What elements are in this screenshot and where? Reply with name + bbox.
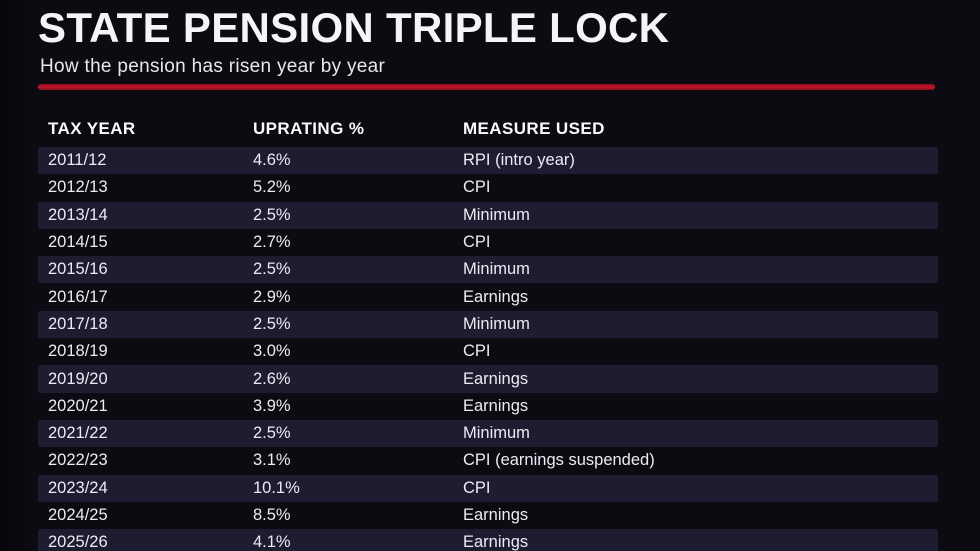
tax-year-cell: 2021/22 xyxy=(48,424,108,443)
red-divider-line xyxy=(38,84,935,90)
tax-year-cell: 2024/25 xyxy=(48,506,108,524)
table-row: 2011/12 4.6% RPI (intro year) xyxy=(38,147,938,175)
table-row: 2019/20 2.6% Earnings xyxy=(38,365,938,393)
uprating-cell: 2.5% xyxy=(253,424,291,443)
measure-cell: Minimum xyxy=(463,424,530,443)
tax-year-cell: 2018/19 xyxy=(48,342,108,361)
tax-year-cell: 2014/15 xyxy=(48,233,108,252)
measure-cell: CPI xyxy=(463,178,491,197)
uprating-cell: 2.5% xyxy=(253,205,291,224)
table-row: 2014/15 2.7% CPI xyxy=(38,229,938,256)
measure-cell: CPI xyxy=(463,478,491,497)
tax-year-cell: 2023/24 xyxy=(48,478,108,497)
table-header-row: TAX YEAR UPRATING % MEASURE USED xyxy=(38,111,938,147)
tax-year-cell: 2013/14 xyxy=(48,205,108,224)
tax-year-cell: 2012/13 xyxy=(48,178,108,197)
table-row: 2018/19 3.0% CPI xyxy=(38,338,938,365)
table-row: 2025/26 4.1% Earnings xyxy=(38,529,938,551)
uprating-cell: 4.1% xyxy=(253,533,291,551)
table-row: 2024/25 8.5% Earnings xyxy=(38,502,938,529)
uprating-cell: 4.6% xyxy=(253,151,291,170)
table-row: 2022/23 3.1% CPI (earnings suspended) xyxy=(38,447,938,474)
measure-cell: Earnings xyxy=(463,396,529,415)
measure-cell: Earnings xyxy=(463,506,529,524)
uprating-cell: 2.5% xyxy=(253,314,291,333)
uprating-cell: 2.5% xyxy=(253,260,291,279)
uprating-cell: 5.2% xyxy=(253,178,291,197)
measure-cell: RPI (intro year) xyxy=(463,151,575,170)
tax-year-cell: 2022/23 xyxy=(48,451,108,470)
table-row: 2013/14 2.5% Minimum xyxy=(38,201,938,229)
tax-year-cell: 2025/26 xyxy=(48,533,108,551)
table-row: 2012/13 5.2% CPI xyxy=(38,174,938,201)
measure-cell: CPI xyxy=(463,233,491,252)
uprating-cell: 2.6% xyxy=(253,369,291,388)
page-title: STATE PENSION TRIPLE LOCK xyxy=(38,4,670,51)
tax-year-cell: 2020/21 xyxy=(48,396,108,415)
measure-cell: CPI (earnings suspended) xyxy=(463,451,655,470)
table-row: 2017/18 2.5% Minimum xyxy=(38,310,938,339)
pension-uprating-table: TAX YEAR UPRATING % MEASURE USED 2011/12… xyxy=(38,111,938,551)
uprating-cell: 2.7% xyxy=(253,233,291,252)
table-row: 2020/21 3.9% Earnings xyxy=(38,393,938,420)
column-header-uprating: UPRATING % xyxy=(253,119,365,138)
uprating-cell: 3.1% xyxy=(253,451,291,470)
measure-cell: Earnings xyxy=(463,287,529,306)
uprating-cell: 3.0% xyxy=(253,342,291,361)
uprating-cell: 10.1% xyxy=(253,478,300,497)
table-row: 2023/24 10.1% CPI xyxy=(38,474,938,502)
page-subtitle: How the pension has risen year by year xyxy=(40,56,386,77)
table-body: 2011/12 4.6% RPI (intro year) 2012/13 5.2% CP… xyxy=(38,147,938,551)
measure-cell: Minimum xyxy=(463,260,530,279)
column-header-tax-year: TAX YEAR xyxy=(48,119,136,138)
measure-cell: Earnings xyxy=(463,533,529,551)
tax-year-cell: 2011/12 xyxy=(48,151,107,170)
uprating-cell: 2.9% xyxy=(253,287,291,306)
tax-year-cell: 2017/18 xyxy=(48,314,108,333)
table-row: 2015/16 2.5% Minimum xyxy=(38,256,938,284)
tax-year-cell: 2016/17 xyxy=(48,287,108,306)
tax-year-cell: 2019/20 xyxy=(48,369,108,388)
uprating-cell: 8.5% xyxy=(253,506,291,524)
measure-cell: CPI xyxy=(463,342,491,361)
table-row: 2016/17 2.9% Earnings xyxy=(38,283,938,310)
measure-cell: Minimum xyxy=(463,314,530,333)
measure-cell: Earnings xyxy=(463,369,529,388)
measure-cell: Minimum xyxy=(463,205,530,224)
table-row: 2021/22 2.5% Minimum xyxy=(38,419,938,448)
column-header-measure: MEASURE USED xyxy=(463,119,605,138)
uprating-cell: 3.9% xyxy=(253,396,291,415)
tax-year-cell: 2015/16 xyxy=(48,260,108,279)
